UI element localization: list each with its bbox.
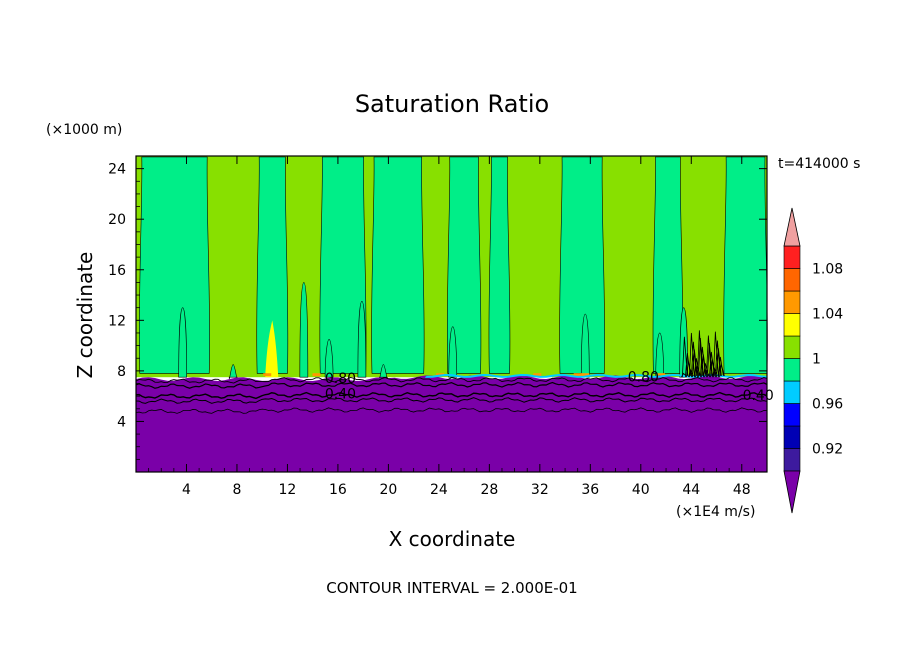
supersaturation-speck bbox=[263, 373, 272, 377]
x-axis-label: X coordinate bbox=[389, 527, 516, 551]
colorbar-under-arrow bbox=[783, 470, 801, 514]
supersaturation-speck bbox=[656, 373, 665, 377]
colorbar-level bbox=[783, 425, 801, 449]
dry-layer bbox=[136, 375, 767, 472]
colorbar-level bbox=[783, 358, 801, 382]
saturated-column bbox=[723, 156, 768, 374]
contour-label: 0.40 bbox=[325, 387, 356, 403]
supersaturation-plume bbox=[265, 320, 279, 378]
colorbar: 1.08 1.04 1 0.96 0.92 bbox=[783, 207, 843, 514]
x-tick-label: 48 bbox=[733, 482, 751, 498]
colorbar-level bbox=[783, 245, 801, 269]
colorbar-level bbox=[783, 448, 801, 472]
saturated-column bbox=[488, 156, 511, 374]
colorbar-label: 1.08 bbox=[812, 262, 843, 278]
y-tick-label: 24 bbox=[108, 162, 126, 178]
contour-line bbox=[135, 407, 768, 414]
colorbar-label: 0.96 bbox=[812, 397, 843, 413]
colorbar-level bbox=[783, 335, 801, 359]
saturated-column bbox=[559, 156, 605, 374]
saturated-spike bbox=[178, 307, 187, 378]
convective-cell-contours bbox=[681, 330, 725, 378]
x-tick-label: 28 bbox=[480, 482, 498, 498]
x-tick-label: 24 bbox=[430, 482, 448, 498]
supersaturation-speck bbox=[581, 373, 590, 377]
contour-label: 0.40 bbox=[743, 388, 774, 404]
y-axis-label: Z coordinate bbox=[73, 252, 97, 379]
colorbar-level bbox=[783, 403, 801, 427]
saturated-spike bbox=[299, 282, 309, 378]
saturated-column bbox=[139, 156, 210, 374]
colorbar-over-arrow bbox=[783, 207, 801, 247]
plot-area: 0.800.400.800.40 bbox=[135, 156, 774, 472]
colorbar-level bbox=[783, 380, 801, 404]
y-tick-label: 12 bbox=[108, 313, 126, 329]
saturated-column bbox=[256, 156, 289, 374]
contour-line bbox=[135, 381, 768, 389]
colorbar-level bbox=[783, 313, 801, 337]
supersaturation-speck bbox=[573, 373, 582, 377]
contour-line bbox=[135, 397, 768, 404]
time-label: t=414000 s bbox=[778, 156, 860, 172]
x-tick-label: 20 bbox=[379, 482, 397, 498]
saturated-spike bbox=[324, 338, 334, 378]
colorbar-label: 0.92 bbox=[812, 442, 843, 458]
colorbar-label: 1.04 bbox=[812, 307, 843, 323]
x-tick-label: 44 bbox=[682, 482, 700, 498]
contour-label: 0.80 bbox=[325, 371, 356, 387]
saturated-spike bbox=[357, 301, 367, 378]
x-tick-label: 16 bbox=[329, 482, 347, 498]
contour-line bbox=[135, 391, 768, 400]
x-tick-label: 40 bbox=[632, 482, 650, 498]
contour-label: 0.80 bbox=[628, 370, 659, 386]
x-tick-label: 32 bbox=[531, 482, 549, 498]
y-tick-label: 20 bbox=[108, 212, 126, 228]
contour-line bbox=[135, 377, 768, 384]
saturated-spike bbox=[655, 332, 665, 378]
chart-title: Saturation Ratio bbox=[355, 90, 549, 118]
y-tick-label: 8 bbox=[117, 364, 126, 380]
x-tick-label: 36 bbox=[581, 482, 599, 498]
x-tick-label: 12 bbox=[279, 482, 297, 498]
saturated-column bbox=[319, 156, 367, 374]
contour-interval-footer: CONTOUR INTERVAL = 2.000E-01 bbox=[326, 579, 577, 597]
y-tick-label: 4 bbox=[117, 414, 126, 430]
saturated-column bbox=[446, 156, 482, 374]
y-tick-label: 16 bbox=[108, 263, 126, 279]
supersaturation-speck bbox=[533, 373, 542, 377]
x-tick-label: 4 bbox=[182, 482, 191, 498]
saturated-column bbox=[371, 156, 425, 374]
x-unit-label: (×1E4 m/s) bbox=[676, 504, 755, 520]
x-tick-label: 8 bbox=[232, 482, 241, 498]
saturated-spike bbox=[580, 313, 590, 378]
supersaturation-speck bbox=[312, 373, 321, 377]
colorbar-level bbox=[783, 290, 801, 314]
z-unit-label: (×1000 m) bbox=[46, 122, 122, 138]
colorbar-label: 1 bbox=[812, 352, 821, 368]
saturated-spike bbox=[448, 326, 458, 378]
colorbar-level bbox=[783, 268, 801, 292]
